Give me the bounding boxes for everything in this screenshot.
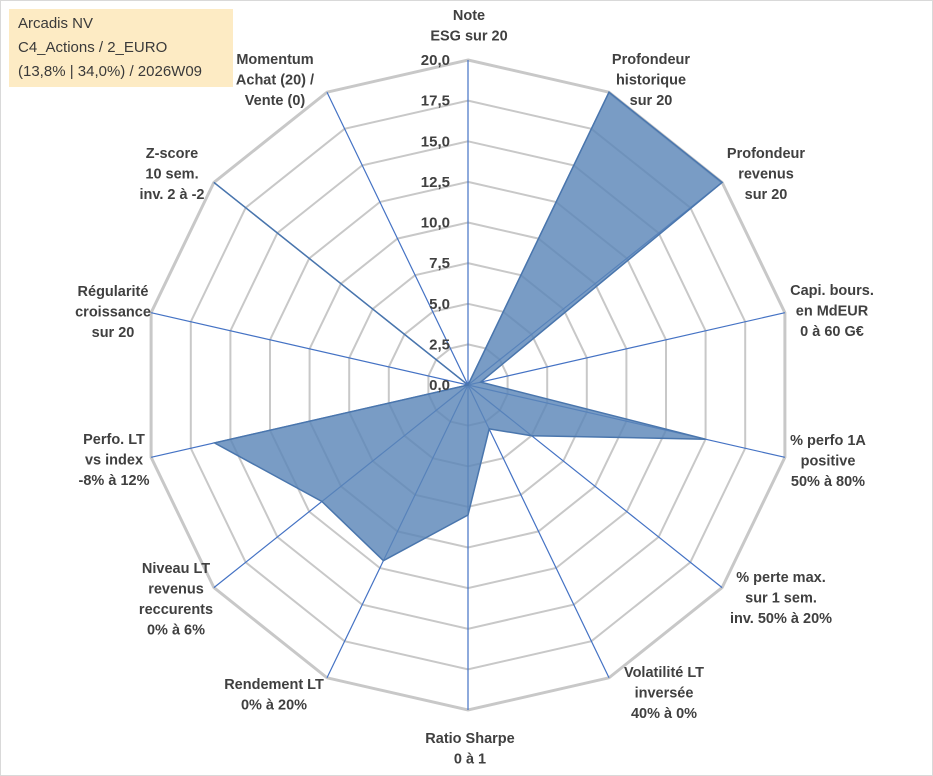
- radar-series: [212, 91, 724, 562]
- info-box: Arcadis NV C4_Actions / 2_EURO (13,8% | …: [9, 9, 233, 87]
- radar-axis-labels: Note ESG sur 20 Profondeur historique sur 20…: [75, 8, 874, 768]
- axis-label-10: Perfo. LT vs index -8% à 12%: [79, 432, 150, 489]
- axis-label-1: Profondeur historique sur 20: [612, 52, 690, 109]
- tick-label-3: 7,5: [429, 255, 450, 272]
- axis-label-9: Niveau LT revenus reccurents 0% à 6%: [139, 561, 213, 639]
- info-company: Arcadis NV: [18, 15, 94, 32]
- spoke-11: [150, 312, 469, 386]
- axis-label-4: % perfo 1A positive 50% à 80%: [790, 433, 866, 490]
- axis-label-2: Profondeur revenus sur 20: [727, 146, 805, 203]
- tick-label-7: 17,5: [421, 93, 450, 110]
- series-area: [212, 91, 724, 562]
- tick-label-0: 0,0: [429, 377, 450, 394]
- radar-tick-labels: 0,0 2,5 5,0 7,5 10,0 12,5 15,0 17,5 20,0: [421, 52, 450, 394]
- axis-label-7: Ratio Sharpe 0 à 1: [425, 731, 514, 768]
- spoke-3: [467, 312, 786, 386]
- spoke-13: [326, 91, 469, 386]
- info-stats: (13,8% | 34,0%) / 2026W09: [18, 63, 202, 80]
- tick-label-8: 20,0: [421, 52, 450, 69]
- axis-label-3: Capi. bours. en MdEUR 0 à 60 G€: [790, 283, 874, 340]
- tick-label-6: 15,0: [421, 133, 450, 150]
- axis-label-0: Note ESG sur 20: [430, 8, 507, 45]
- axis-label-5: % perte max. sur 1 sem. inv. 50% à 20%: [730, 570, 832, 627]
- axis-label-13: Momentum Achat (20) / Vente (0): [236, 52, 314, 109]
- axis-label-11: Régularité croissance sur 20: [75, 284, 151, 341]
- tick-label-1: 2,5: [429, 336, 450, 353]
- axis-label-12: Z-score 10 sem. inv. 2 à -2: [139, 146, 204, 203]
- tick-label-5: 12,5: [421, 174, 450, 191]
- tick-label-4: 10,0: [421, 215, 450, 232]
- axis-label-8: Rendement LT 0% à 20%: [224, 677, 324, 714]
- axis-label-6: Volatilité LT inversée 40% à 0%: [624, 665, 704, 722]
- tick-label-2: 5,0: [429, 296, 450, 313]
- spoke-6: [467, 384, 610, 679]
- info-category: C4_Actions / 2_EURO: [18, 39, 168, 56]
